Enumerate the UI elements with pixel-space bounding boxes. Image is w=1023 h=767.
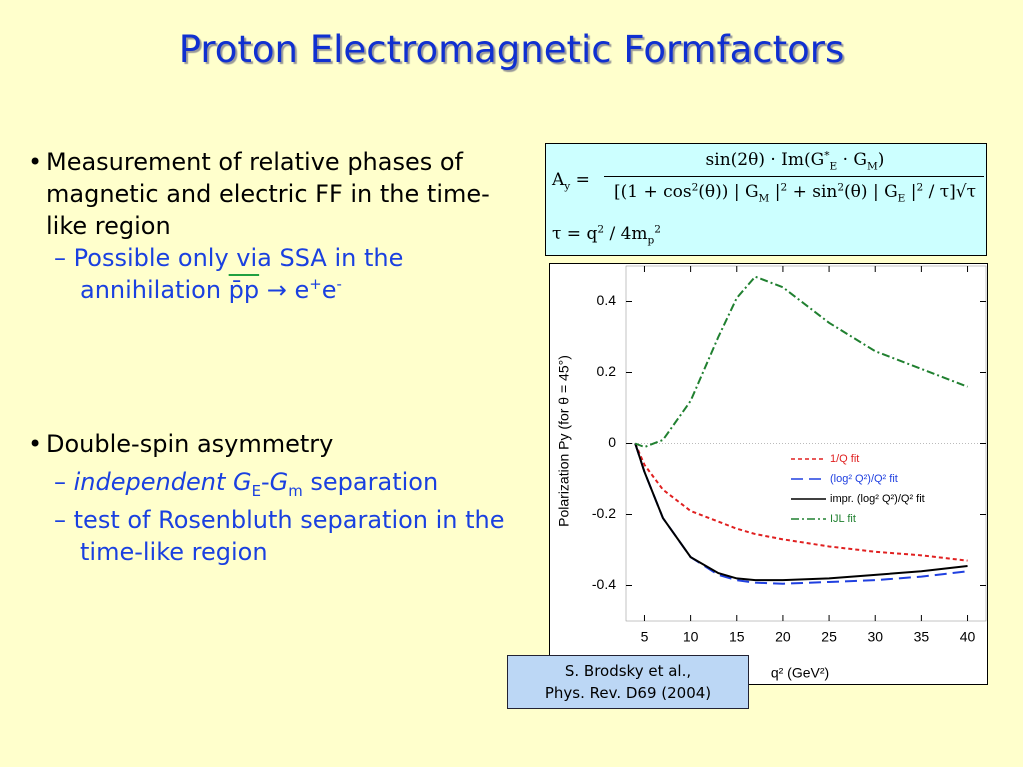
- bullet: • Measurement of relative phases of magn…: [28, 146, 508, 306]
- y-tick-label: -0.2: [592, 505, 616, 521]
- text: p: [647, 234, 655, 247]
- y-axis-label: Polarization Py (for θ = 45°): [556, 355, 572, 527]
- text: -: [336, 275, 342, 293]
- x-tick-label: 40: [960, 629, 976, 645]
- x-tick-label: 25: [821, 629, 837, 645]
- y-tick-label: 0.4: [597, 292, 617, 308]
- text: test of Rosenbluth separation in the tim…: [73, 506, 505, 566]
- text: sin(2θ) · Im(G: [705, 150, 825, 170]
- legend-label: IJL fit: [830, 513, 856, 525]
- x-tick-label: 35: [914, 629, 930, 645]
- x-tick-label: 30: [867, 629, 883, 645]
- text: 2: [780, 181, 788, 194]
- sub-bullet: – Possible only via SSA in the annihilat…: [54, 244, 404, 304]
- series-line: [634, 275, 968, 449]
- citation: S. Brodsky et al., Phys. Rev. D69 (2004): [507, 655, 749, 709]
- text: E: [897, 192, 906, 205]
- text: G: [269, 468, 289, 496]
- series-line: [634, 443, 968, 582]
- x-tick-label: 15: [729, 629, 745, 645]
- series-line: [634, 443, 968, 585]
- text: τ = q: [552, 224, 598, 244]
- series-line: [634, 443, 968, 562]
- text: m: [288, 481, 303, 500]
- text: |: [905, 182, 917, 202]
- x-tick-label: 20: [775, 629, 791, 645]
- text: p̄p: [228, 276, 260, 304]
- tau-def: τ = q2 / 4mp2: [552, 223, 661, 247]
- bullet-text: Double-spin asymmetry: [46, 430, 334, 458]
- text: 2: [916, 181, 924, 194]
- text: |: [769, 182, 781, 202]
- text: / 4m: [604, 224, 648, 244]
- fraction-bar: [604, 176, 984, 177]
- x-tick-label: 5: [641, 629, 649, 645]
- text: =: [575, 170, 590, 190]
- text: · G: [837, 150, 867, 170]
- legend-label: (log² Q²)/Q² fit: [830, 473, 898, 485]
- text: e: [321, 276, 337, 304]
- text: +: [309, 275, 322, 293]
- sub-bullet: – independent GE-Gm separation: [54, 468, 439, 500]
- text: Possible only via SSA in the annihilatio…: [73, 244, 404, 304]
- formula-box: Ay = sin(2θ) · Im(G*E · GM) [(1 + cos2(θ…: [545, 143, 987, 256]
- text: independent: [73, 468, 233, 496]
- legend-label: impr. (log² Q²)/Q² fit: [830, 493, 925, 505]
- numerator: sin(2θ) · Im(G*E · GM): [606, 149, 984, 173]
- text: E: [829, 160, 838, 173]
- text: 2: [837, 181, 845, 194]
- text: M: [758, 192, 770, 205]
- text: / τ]√τ: [923, 182, 977, 202]
- text: → e: [259, 276, 310, 304]
- text: 2: [691, 181, 699, 194]
- text: A: [552, 170, 565, 190]
- formula-lhs: Ay =: [552, 170, 590, 193]
- text: + sin: [787, 182, 838, 202]
- text: Phys. Rev. D69 (2004): [544, 684, 712, 702]
- text: [(1 + cos: [613, 182, 692, 202]
- bullet-text: Measurement of relative phases of magnet…: [46, 148, 490, 240]
- bullet: • Double-spin asymmetry – independent GE…: [28, 428, 508, 568]
- text: M: [867, 160, 878, 173]
- text: ): [877, 150, 885, 170]
- y-tick-label: 0.2: [597, 363, 617, 379]
- y-tick-label: -0.4: [592, 576, 616, 592]
- sub-bullet: – test of Rosenbluth separation in the t…: [54, 506, 505, 566]
- text: G: [232, 468, 252, 496]
- y-tick-label: 0: [608, 434, 616, 450]
- text: 2: [597, 223, 605, 236]
- chart: q² (GeV²) Polarization Py (for θ = 45°) …: [549, 263, 988, 685]
- denominator: [(1 + cos2(θ)) | GM |2 + sin2(θ) | GE |2…: [606, 181, 984, 205]
- text: S. Brodsky et al.,: [564, 662, 692, 680]
- x-tick-label: 10: [683, 629, 699, 645]
- text: *: [824, 149, 830, 162]
- legend-label: 1/Q fit: [830, 453, 859, 465]
- text: y: [564, 180, 571, 193]
- x-axis-label: q² (GeV²): [771, 665, 829, 681]
- text: (θ)) | G: [698, 182, 759, 202]
- text: separation: [302, 468, 439, 496]
- text: E: [251, 481, 261, 500]
- text: (θ) | G: [844, 182, 898, 202]
- text: 2: [654, 223, 661, 236]
- text: -: [261, 468, 270, 496]
- slide-title: Proton Electromagnetic Formfactors: [178, 28, 845, 71]
